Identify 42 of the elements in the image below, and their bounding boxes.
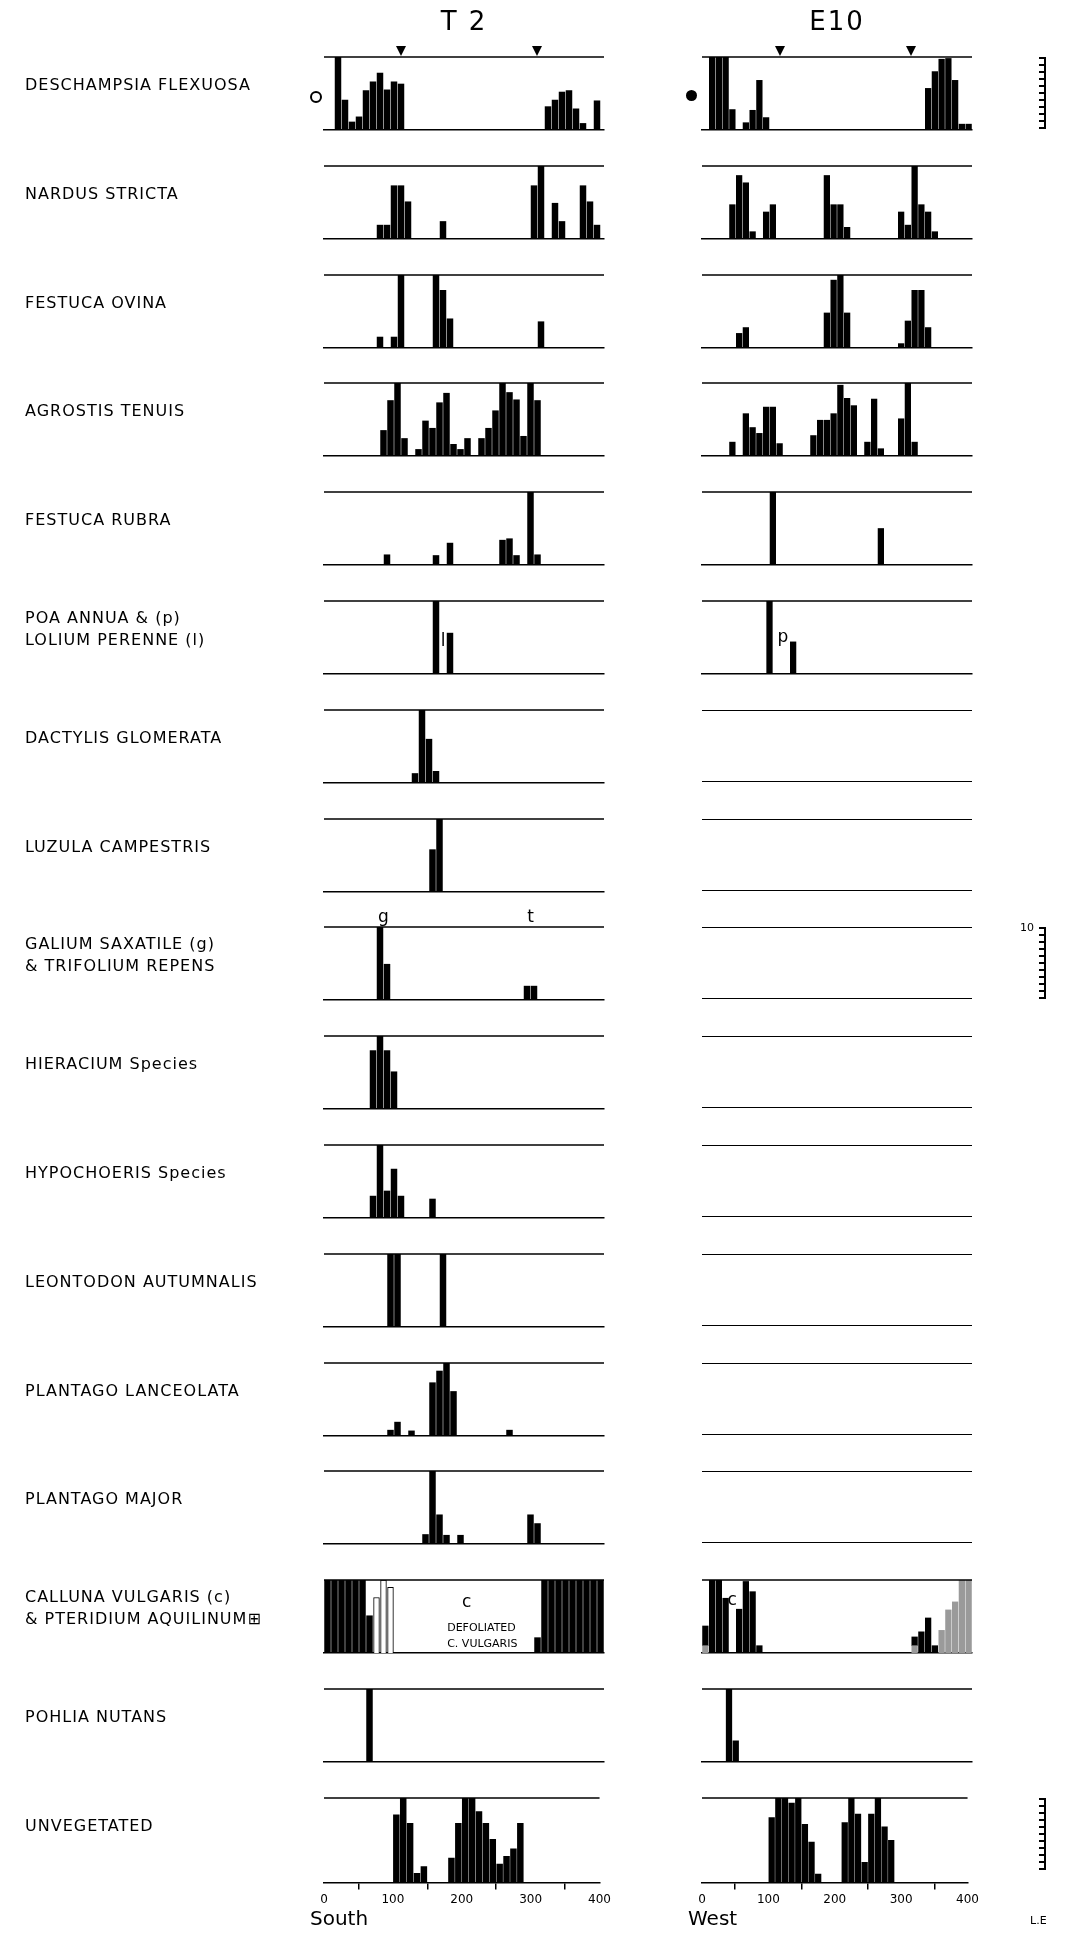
y-axis-title: POHLIA NUTANS [25,1706,168,1728]
y-axis-title: HIERACIUM Species [25,1053,199,1076]
x-tick-label: 200 [450,1891,474,1906]
x-axis-title: West [688,1905,738,1930]
chart-title: E10 [808,6,866,36]
text: g [378,905,389,926]
y-axis-title: GALIUM SAXATILE (g) & TRIFOLIUM REPENS [25,933,216,978]
y-axis-title: NARDUS STRICTA [25,182,179,205]
y-axis-title: PLANTAGO MAJOR [25,1488,184,1511]
x-tick-label: 300 [889,1891,913,1906]
y-axis-title: UNVEGETATED [25,1814,154,1837]
annotation: c [462,1591,472,1611]
y-axis-title: POA ANNUA & (p) LOLIUM PERENNE (l) [25,607,206,651]
annotation: l [440,629,446,650]
y-axis-title: LUZULA CAMPESTRIS [25,835,212,858]
x-tick-label: 0 [320,1891,328,1906]
y-axis-title: DACTYLIS GLOMERATA [25,726,223,749]
y-axis-title: LEONTODON AUTUMNALIS [25,1270,258,1293]
x-tick-label: 400 [588,1891,611,1906]
x-tick-label: 400 [956,1891,979,1906]
x-tick-label: 100 [381,1891,405,1906]
y-axis-title: FESTUCA RUBRA [25,509,172,532]
annotation: c [727,1588,737,1609]
y-axis-title: AGROSTIS TENUIS [25,400,186,423]
annotation: DEFOLIATED C. VULGARIS [447,1619,518,1652]
x-axis-title: South [310,1905,369,1930]
text: 10 [1020,921,1034,935]
x-tick-label: 0 [698,1891,706,1906]
text: t [527,905,534,926]
x-tick-label: 300 [519,1891,543,1906]
chart-title: T 2 [439,6,489,36]
y-axis-title: CALLUNA VULGARIS (c) & PTERIDIUM AQUILINUM⊞ [25,1586,262,1631]
y-axis-title: HYPOCHOERIS Species [25,1162,227,1184]
y-axis-title: DESCHAMPSIA FLEXUOSA [25,74,251,96]
bar [911,1645,918,1654]
annotation: p [777,626,789,647]
x-tick-label: 200 [823,1891,847,1906]
bar [702,1645,709,1654]
y-axis-title: FESTUCA OVINA [25,291,168,314]
x-tick-label: 100 [756,1891,780,1906]
y-axis-title: PLANTAGO LANCEOLATA [25,1379,240,1402]
text: L.E [1030,1913,1047,1927]
